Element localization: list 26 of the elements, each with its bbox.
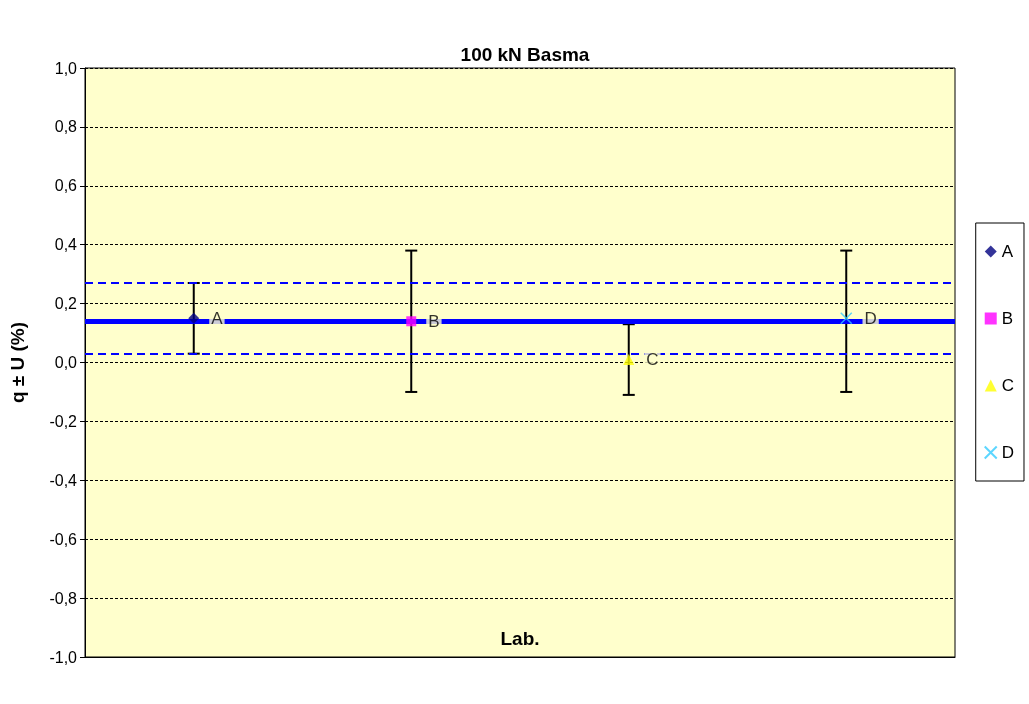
text: D (864, 308, 877, 328)
y-tick-label: 1,0 (54, 59, 78, 77)
point (840, 312, 853, 325)
y-tick-label: -0,8 (49, 589, 78, 607)
point (188, 312, 200, 324)
legend-label: C (1001, 376, 1014, 395)
y-axis-title: q ± U (%) (7, 321, 28, 404)
legend-label: B (1001, 309, 1014, 328)
legend-label: A (1001, 242, 1014, 261)
point (406, 316, 417, 327)
point (623, 354, 635, 366)
text: B (428, 311, 440, 331)
y-tick-label: 0,8 (54, 118, 78, 136)
y-tick-label: -1,0 (49, 648, 78, 666)
text: A (211, 308, 223, 328)
chart-title: 100 kN Basma (460, 44, 590, 65)
y-tick-label: 0,2 (54, 295, 78, 313)
x-axis-title: Lab. (500, 628, 540, 649)
y-tick-label: 0,0 (54, 354, 78, 371)
y-tick-label: -0,6 (49, 530, 78, 548)
y-tick-label: -0,2 (49, 412, 78, 430)
y-tick-label: -0,4 (49, 471, 78, 489)
text: C (646, 350, 659, 370)
y-tick-label: 0,4 (54, 236, 78, 254)
legend-label: D (1001, 443, 1014, 462)
y-tick-label: 0,6 (54, 177, 78, 195)
